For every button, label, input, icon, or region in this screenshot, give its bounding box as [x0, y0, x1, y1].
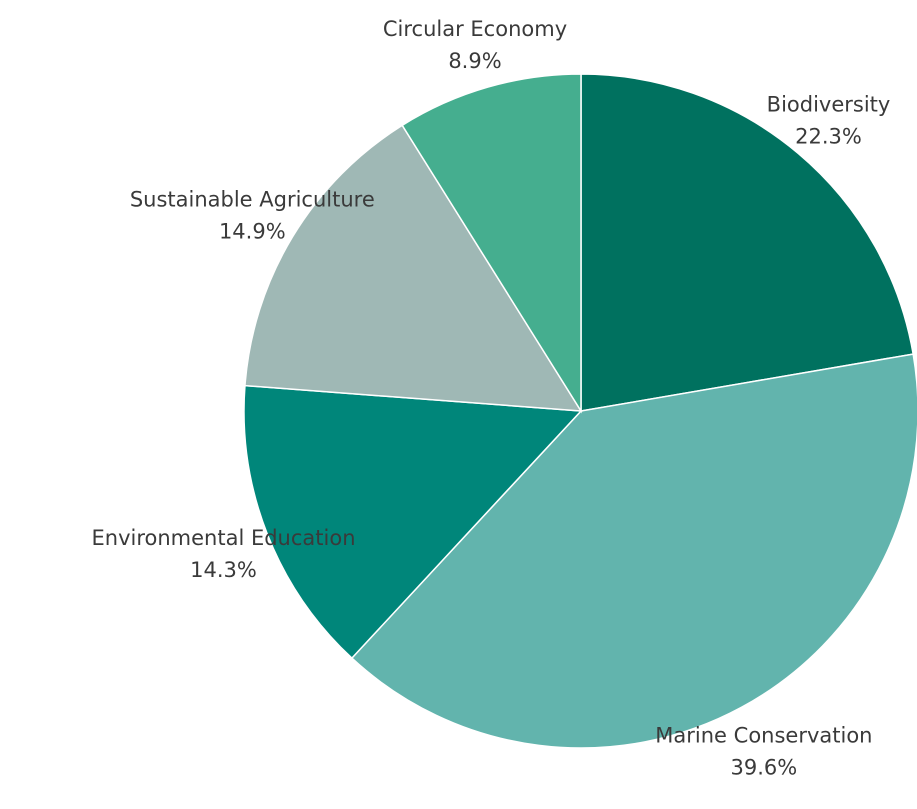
pie-slices	[243, 73, 917, 749]
slice-category-label: Biodiversity	[767, 92, 891, 116]
slice-label-environmental-education: Environmental Education 14.3%	[91, 526, 355, 582]
slice-percent-label: 14.9%	[219, 219, 286, 243]
slice-label-marine-conservation: Marine Conservation 39.6%	[655, 724, 872, 780]
slice-percent-label: 8.9%	[448, 49, 501, 73]
slice-percent-label: 39.6%	[731, 756, 798, 780]
slice-marine-conservation	[350, 353, 917, 749]
slice-percent-label: 14.3%	[190, 558, 257, 582]
slice-category-label: Marine Conservation	[655, 724, 872, 748]
slice-label-biodiversity: Biodiversity 22.3%	[767, 92, 891, 148]
slice-biodiversity	[580, 73, 915, 412]
slice-category-label: Environmental Education	[91, 526, 355, 550]
slice-environmental-education	[243, 384, 583, 660]
slice-percent-label: 22.3%	[795, 124, 862, 148]
slice-category-label: Sustainable Agriculture	[130, 187, 375, 211]
slice-sustainable-agriculture	[244, 124, 583, 412]
slice-label-sustainable-agriculture: Sustainable Agriculture 14.9%	[130, 187, 375, 243]
slice-category-label: Circular Economy	[383, 17, 567, 41]
slice-labels: Biodiversity 22.3% Marine Conservation 39.6…	[91, 17, 890, 780]
slice-circular-economy	[401, 73, 582, 414]
slice-label-circular-economy: Circular Economy 8.9%	[383, 17, 567, 73]
